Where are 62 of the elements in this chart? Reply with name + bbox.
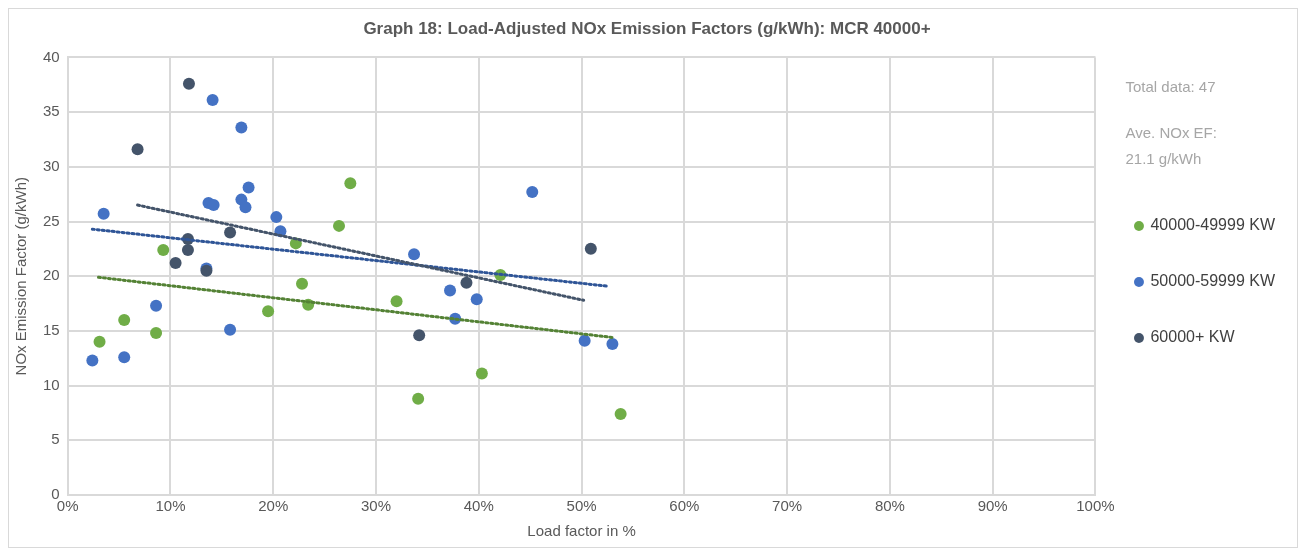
text: Total data: 47	[1125, 77, 1216, 95]
y-axis-title: NOx Emission Factor (g/kWh)	[12, 177, 30, 376]
x-tick-label: 30%	[361, 497, 392, 515]
point	[262, 305, 275, 318]
x-tick-label: 60%	[669, 497, 700, 515]
point	[470, 293, 483, 306]
text: Ave. NOx EF: 21.1 g/kWh	[1125, 123, 1217, 167]
point	[460, 276, 473, 289]
y-tick-label: 30	[43, 156, 60, 174]
y-tick-label: 35	[43, 102, 60, 120]
point	[444, 284, 457, 297]
x-tick-label: 70%	[772, 497, 803, 515]
point	[242, 181, 255, 194]
point	[169, 257, 182, 270]
point	[150, 327, 163, 340]
point	[333, 219, 346, 232]
point	[181, 243, 194, 256]
x-tick-label: 50%	[566, 497, 597, 515]
point	[270, 211, 283, 224]
y-tick-label: 25	[43, 211, 60, 229]
legend-label: 40000-49999 KW	[1150, 216, 1276, 234]
point	[239, 201, 252, 214]
x-tick-label: 100%	[1076, 497, 1115, 515]
point	[614, 408, 627, 421]
x-tick-label: 20%	[258, 497, 289, 515]
point	[412, 392, 425, 405]
legend-label: 50000-59999 KW	[1150, 272, 1276, 290]
point	[118, 351, 131, 364]
point	[118, 313, 131, 326]
point	[578, 334, 591, 347]
point	[97, 207, 110, 220]
point	[606, 338, 619, 351]
x-tick-label: 90%	[977, 497, 1008, 515]
point	[296, 277, 309, 290]
point	[235, 121, 248, 134]
x-axis-title: Load factor in %	[527, 522, 636, 540]
y-tick-label: 15	[43, 321, 60, 339]
x-tick-label: 80%	[874, 497, 905, 515]
x-tick-label: 40%	[463, 497, 494, 515]
y-tick-label: 10	[43, 375, 60, 393]
y-tick-label: 5	[51, 430, 60, 448]
point	[150, 299, 163, 312]
y-tick-label: 40	[43, 47, 60, 65]
y-tick-label: 20	[43, 266, 60, 284]
point	[93, 335, 106, 348]
point	[131, 143, 144, 156]
point	[408, 248, 421, 261]
point	[526, 185, 539, 198]
point	[413, 329, 426, 342]
point	[157, 243, 170, 256]
point	[584, 242, 597, 255]
point	[206, 94, 219, 107]
point	[475, 367, 488, 380]
chart-title: Graph 18: Load-Adjusted NOx Emission Factors (g/kWh): MCR 40000+	[363, 18, 931, 38]
point	[344, 177, 357, 190]
point	[390, 295, 403, 308]
point	[86, 354, 99, 367]
point	[224, 323, 237, 336]
x-tick-label: 10%	[155, 497, 186, 515]
legend-label: 60000+ KW	[1150, 328, 1236, 346]
point	[224, 226, 237, 239]
point	[182, 77, 195, 90]
